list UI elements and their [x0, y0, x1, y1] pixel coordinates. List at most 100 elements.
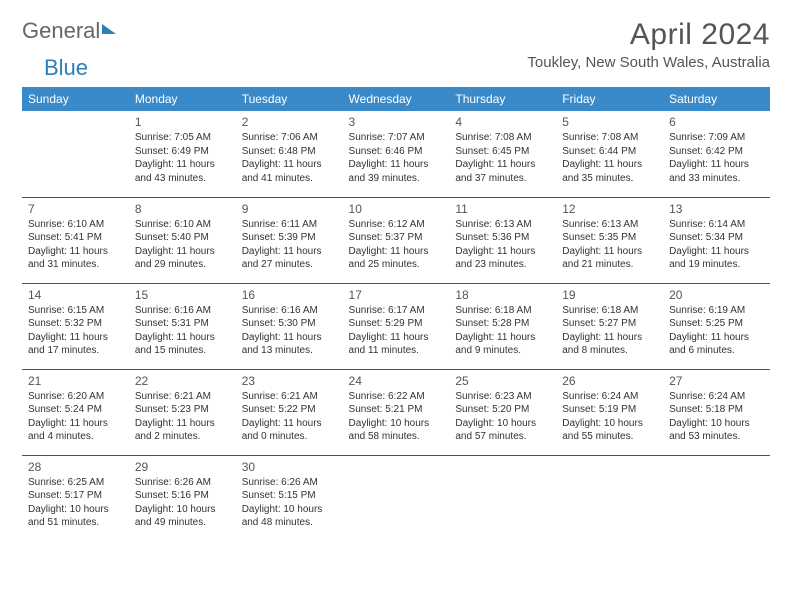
- calendar-cell: 12Sunrise: 6:13 AMSunset: 5:35 PMDayligh…: [556, 197, 663, 283]
- title-block: April 2024 Toukley, New South Wales, Aus…: [527, 18, 770, 71]
- calendar-week: 21Sunrise: 6:20 AMSunset: 5:24 PMDayligh…: [22, 369, 770, 455]
- calendar-cell: 17Sunrise: 6:17 AMSunset: 5:29 PMDayligh…: [343, 283, 450, 369]
- day-number: 29: [135, 459, 230, 475]
- sun-info: Sunrise: 6:21 AMSunset: 5:22 PMDaylight:…: [242, 390, 337, 444]
- day-number: 9: [242, 201, 337, 217]
- sun-info: Sunrise: 6:10 AMSunset: 5:40 PMDaylight:…: [135, 218, 230, 272]
- day-number: 30: [242, 459, 337, 475]
- sun-info: Sunrise: 6:19 AMSunset: 5:25 PMDaylight:…: [669, 304, 764, 358]
- calendar-cell: 13Sunrise: 6:14 AMSunset: 5:34 PMDayligh…: [663, 197, 770, 283]
- calendar-cell: 3Sunrise: 7:07 AMSunset: 6:46 PMDaylight…: [343, 111, 450, 197]
- day-number: 5: [562, 114, 657, 130]
- day-number: 18: [455, 287, 550, 303]
- day-header: Monday: [129, 87, 236, 111]
- day-number: 22: [135, 373, 230, 389]
- day-number: 28: [28, 459, 123, 475]
- calendar-cell: [449, 455, 556, 541]
- day-number: 13: [669, 201, 764, 217]
- logo-triangle-icon: [102, 24, 116, 34]
- calendar-week: 7Sunrise: 6:10 AMSunset: 5:41 PMDaylight…: [22, 197, 770, 283]
- calendar-cell: 26Sunrise: 6:24 AMSunset: 5:19 PMDayligh…: [556, 369, 663, 455]
- sun-info: Sunrise: 7:08 AMSunset: 6:45 PMDaylight:…: [455, 131, 550, 185]
- sun-info: Sunrise: 6:22 AMSunset: 5:21 PMDaylight:…: [349, 390, 444, 444]
- calendar-cell: 18Sunrise: 6:18 AMSunset: 5:28 PMDayligh…: [449, 283, 556, 369]
- sun-info: Sunrise: 6:11 AMSunset: 5:39 PMDaylight:…: [242, 218, 337, 272]
- day-number: 2: [242, 114, 337, 130]
- day-header: Saturday: [663, 87, 770, 111]
- day-number: 23: [242, 373, 337, 389]
- sun-info: Sunrise: 6:25 AMSunset: 5:17 PMDaylight:…: [28, 476, 123, 530]
- calendar-cell: 19Sunrise: 6:18 AMSunset: 5:27 PMDayligh…: [556, 283, 663, 369]
- calendar-week: 28Sunrise: 6:25 AMSunset: 5:17 PMDayligh…: [22, 455, 770, 541]
- calendar-cell: 7Sunrise: 6:10 AMSunset: 5:41 PMDaylight…: [22, 197, 129, 283]
- sun-info: Sunrise: 6:15 AMSunset: 5:32 PMDaylight:…: [28, 304, 123, 358]
- logo: General: [22, 18, 116, 44]
- sun-info: Sunrise: 6:21 AMSunset: 5:23 PMDaylight:…: [135, 390, 230, 444]
- sun-info: Sunrise: 6:12 AMSunset: 5:37 PMDaylight:…: [349, 218, 444, 272]
- day-number: 21: [28, 373, 123, 389]
- calendar-cell: [556, 455, 663, 541]
- sun-info: Sunrise: 6:26 AMSunset: 5:16 PMDaylight:…: [135, 476, 230, 530]
- calendar-cell: 16Sunrise: 6:16 AMSunset: 5:30 PMDayligh…: [236, 283, 343, 369]
- sun-info: Sunrise: 7:08 AMSunset: 6:44 PMDaylight:…: [562, 131, 657, 185]
- sun-info: Sunrise: 7:09 AMSunset: 6:42 PMDaylight:…: [669, 131, 764, 185]
- day-number: 24: [349, 373, 444, 389]
- sun-info: Sunrise: 6:23 AMSunset: 5:20 PMDaylight:…: [455, 390, 550, 444]
- sun-info: Sunrise: 7:06 AMSunset: 6:48 PMDaylight:…: [242, 131, 337, 185]
- logo-text-1: General: [22, 18, 100, 44]
- calendar-cell: [343, 455, 450, 541]
- calendar-cell: 14Sunrise: 6:15 AMSunset: 5:32 PMDayligh…: [22, 283, 129, 369]
- day-number: 3: [349, 114, 444, 130]
- day-header: Sunday: [22, 87, 129, 111]
- calendar-cell: 4Sunrise: 7:08 AMSunset: 6:45 PMDaylight…: [449, 111, 556, 197]
- sun-info: Sunrise: 6:18 AMSunset: 5:27 PMDaylight:…: [562, 304, 657, 358]
- calendar-cell: 11Sunrise: 6:13 AMSunset: 5:36 PMDayligh…: [449, 197, 556, 283]
- calendar-cell: 29Sunrise: 6:26 AMSunset: 5:16 PMDayligh…: [129, 455, 236, 541]
- logo-text-2: Blue: [44, 55, 88, 81]
- day-number: 16: [242, 287, 337, 303]
- day-number: 14: [28, 287, 123, 303]
- sun-info: Sunrise: 6:18 AMSunset: 5:28 PMDaylight:…: [455, 304, 550, 358]
- day-number: 12: [562, 201, 657, 217]
- day-number: 17: [349, 287, 444, 303]
- sun-info: Sunrise: 6:14 AMSunset: 5:34 PMDaylight:…: [669, 218, 764, 272]
- day-number: 20: [669, 287, 764, 303]
- calendar-head: SundayMondayTuesdayWednesdayThursdayFrid…: [22, 87, 770, 111]
- day-number: 27: [669, 373, 764, 389]
- day-number: 11: [455, 201, 550, 217]
- calendar-cell: [663, 455, 770, 541]
- day-header: Thursday: [449, 87, 556, 111]
- day-number: 8: [135, 201, 230, 217]
- sun-info: Sunrise: 6:26 AMSunset: 5:15 PMDaylight:…: [242, 476, 337, 530]
- calendar-cell: 15Sunrise: 6:16 AMSunset: 5:31 PMDayligh…: [129, 283, 236, 369]
- sun-info: Sunrise: 6:20 AMSunset: 5:24 PMDaylight:…: [28, 390, 123, 444]
- calendar-cell: 6Sunrise: 7:09 AMSunset: 6:42 PMDaylight…: [663, 111, 770, 197]
- calendar-cell: 8Sunrise: 6:10 AMSunset: 5:40 PMDaylight…: [129, 197, 236, 283]
- calendar-cell: [22, 111, 129, 197]
- calendar-cell: 23Sunrise: 6:21 AMSunset: 5:22 PMDayligh…: [236, 369, 343, 455]
- calendar-cell: 30Sunrise: 6:26 AMSunset: 5:15 PMDayligh…: [236, 455, 343, 541]
- sun-info: Sunrise: 7:07 AMSunset: 6:46 PMDaylight:…: [349, 131, 444, 185]
- sun-info: Sunrise: 6:13 AMSunset: 5:36 PMDaylight:…: [455, 218, 550, 272]
- calendar-cell: 21Sunrise: 6:20 AMSunset: 5:24 PMDayligh…: [22, 369, 129, 455]
- calendar-week: 14Sunrise: 6:15 AMSunset: 5:32 PMDayligh…: [22, 283, 770, 369]
- calendar-cell: 28Sunrise: 6:25 AMSunset: 5:17 PMDayligh…: [22, 455, 129, 541]
- calendar-cell: 27Sunrise: 6:24 AMSunset: 5:18 PMDayligh…: [663, 369, 770, 455]
- calendar-cell: 1Sunrise: 7:05 AMSunset: 6:49 PMDaylight…: [129, 111, 236, 197]
- sun-info: Sunrise: 6:10 AMSunset: 5:41 PMDaylight:…: [28, 218, 123, 272]
- day-number: 1: [135, 114, 230, 130]
- sun-info: Sunrise: 6:16 AMSunset: 5:30 PMDaylight:…: [242, 304, 337, 358]
- day-number: 10: [349, 201, 444, 217]
- day-number: 7: [28, 201, 123, 217]
- sun-info: Sunrise: 6:24 AMSunset: 5:18 PMDaylight:…: [669, 390, 764, 444]
- calendar-cell: 20Sunrise: 6:19 AMSunset: 5:25 PMDayligh…: [663, 283, 770, 369]
- calendar-table: SundayMondayTuesdayWednesdayThursdayFrid…: [22, 87, 770, 541]
- sun-info: Sunrise: 6:17 AMSunset: 5:29 PMDaylight:…: [349, 304, 444, 358]
- calendar-cell: 5Sunrise: 7:08 AMSunset: 6:44 PMDaylight…: [556, 111, 663, 197]
- calendar-cell: 22Sunrise: 6:21 AMSunset: 5:23 PMDayligh…: [129, 369, 236, 455]
- day-header: Friday: [556, 87, 663, 111]
- day-header: Tuesday: [236, 87, 343, 111]
- month-title: April 2024: [527, 18, 770, 52]
- calendar-cell: 25Sunrise: 6:23 AMSunset: 5:20 PMDayligh…: [449, 369, 556, 455]
- sun-info: Sunrise: 7:05 AMSunset: 6:49 PMDaylight:…: [135, 131, 230, 185]
